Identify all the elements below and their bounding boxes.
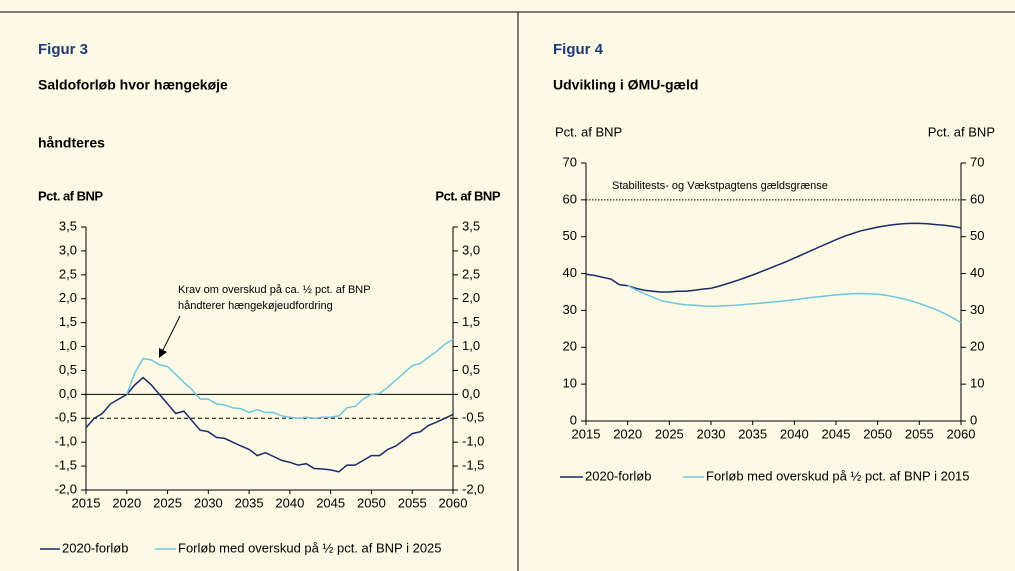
annotation-arrow <box>161 315 181 353</box>
y-tick-label: -2,0 <box>55 481 77 496</box>
x-tick-label: 2040 <box>275 495 304 510</box>
y-tick-label: 20 <box>563 339 577 354</box>
x-tick-label: 2045 <box>822 426 851 441</box>
y2-tick-label: 3,0 <box>462 242 480 257</box>
annotation-arrowhead <box>159 348 167 358</box>
y-tick-label: 1,0 <box>59 338 77 353</box>
y2-tick-label: 2,5 <box>462 266 480 281</box>
y-tick-label: 50 <box>563 228 577 243</box>
y-tick-label: 3,0 <box>59 242 77 257</box>
y2-tick-label: -1,5 <box>462 458 484 473</box>
x-tick-label: 2015 <box>572 426 601 441</box>
x-tick-label: 2060 <box>947 426 976 441</box>
y2-tick-label: 70 <box>970 154 984 169</box>
y-tick-label: 2,5 <box>59 266 77 281</box>
y-tick-label: 2,0 <box>59 290 77 305</box>
y2-tick-label: 30 <box>970 302 984 317</box>
y-axis-label: Pct. af BNP <box>555 124 622 139</box>
series-line <box>85 376 454 473</box>
y2-tick-label: 2,0 <box>462 290 480 305</box>
x-tick-label: 2040 <box>780 426 809 441</box>
annotation: håndterer hængekøjeudfordring <box>178 300 333 312</box>
y2-axis-label: Pct. af BNP <box>928 124 995 139</box>
y-tick-label: 0,0 <box>59 386 77 401</box>
figure-label: Figur 4 <box>553 41 604 58</box>
figure-label: Figur 3 <box>38 41 88 58</box>
y-tick-label: 10 <box>563 376 577 391</box>
x-tick-label: 2030 <box>194 495 223 510</box>
y2-tick-label: 40 <box>970 265 984 280</box>
chart-title: Saldoforløb hvor hængekøje <box>38 77 228 93</box>
y-tick-label: 70 <box>563 154 577 169</box>
x-tick-label: 2035 <box>738 426 767 441</box>
y-tick-label: 30 <box>563 302 577 317</box>
series-line <box>627 285 962 324</box>
y-tick-label: 40 <box>563 265 577 280</box>
x-tick-label: 2015 <box>72 495 101 510</box>
y-tick-label: 0 <box>570 412 577 427</box>
legend-label: Forløb med overskud på ½ pct. af BNP i 2… <box>178 540 442 555</box>
legend-label: 2020-forløb <box>585 468 651 483</box>
x-tick-label: 2020 <box>613 426 642 441</box>
x-tick-label: 2020 <box>112 495 141 510</box>
y2-tick-label: 0 <box>970 412 977 427</box>
x-tick-label: 2030 <box>697 426 726 441</box>
series-line <box>585 222 962 293</box>
series-line <box>126 338 454 420</box>
x-tick-label: 2050 <box>357 495 386 510</box>
y2-tick-label: 1,5 <box>462 314 480 329</box>
y2-tick-label: 60 <box>970 191 984 206</box>
x-tick-label: 2035 <box>235 495 264 510</box>
y2-tick-label: 20 <box>970 339 984 354</box>
legend-label: Forløb med overskud på ½ pct. af BNP i 2… <box>706 468 970 483</box>
x-tick-label: 2045 <box>316 495 345 510</box>
y2-tick-label: -1,0 <box>462 434 484 449</box>
y-axis-label: Pct. af BNP <box>38 188 103 203</box>
chart-title: håndteres <box>38 135 105 151</box>
y-tick-label: 0,5 <box>59 362 77 377</box>
y-tick-label: -1,0 <box>55 434 77 449</box>
y2-tick-label: -0,5 <box>462 410 484 425</box>
x-tick-label: 2060 <box>439 495 468 510</box>
x-tick-label: 2055 <box>905 426 934 441</box>
x-tick-label: 2055 <box>398 495 427 510</box>
y2-tick-label: 1,0 <box>462 338 480 353</box>
y2-axis-label: Pct. af BNP <box>435 188 500 203</box>
reference-label: Stabilitests- og Vækstpagtens gældsgræns… <box>612 180 828 192</box>
y2-tick-label: 3,5 <box>462 218 480 233</box>
y-tick-label: 3,5 <box>59 218 77 233</box>
x-tick-label: 2050 <box>863 426 892 441</box>
y2-tick-label: 0,0 <box>462 386 480 401</box>
y2-tick-label: 50 <box>970 228 984 243</box>
y-tick-label: -0,5 <box>55 410 77 425</box>
y-tick-label: -1,5 <box>55 458 77 473</box>
y-tick-label: 1,5 <box>59 314 77 329</box>
y2-tick-label: 0,5 <box>462 362 480 377</box>
x-tick-label: 2025 <box>655 426 684 441</box>
annotation: Krav om overskud på ca. ½ pct. af BNP <box>178 284 371 296</box>
legend-label: 2020-forløb <box>62 540 128 555</box>
chart-title: Udvikling i ØMU-gæld <box>553 77 698 93</box>
y2-tick-label: 10 <box>970 376 984 391</box>
y2-tick-label: -2,0 <box>462 481 484 496</box>
y-tick-label: 60 <box>563 191 577 206</box>
x-tick-label: 2025 <box>153 495 182 510</box>
